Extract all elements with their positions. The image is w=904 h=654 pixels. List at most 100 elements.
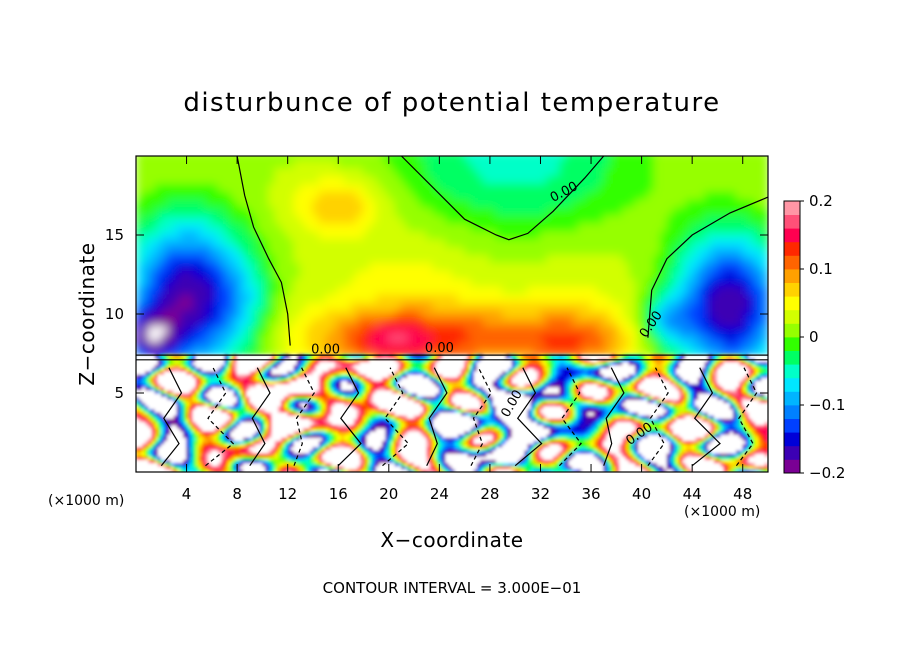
heatmap-cell [148,158,156,169]
heatmap-cell [173,332,182,342]
heatmap-cell [136,156,144,161]
heatmap-cell [223,277,232,287]
heatmap-cell [154,237,163,248]
heatmap-cell [154,245,163,255]
heatmap-cell [160,316,169,327]
heatmap-cell [192,229,201,240]
heatmap-cell [192,261,201,271]
heatmap-cell [179,277,188,287]
heatmap-cell [205,300,213,311]
heatmap-cell [186,300,194,311]
heatmap-cell [173,198,182,208]
heatmap-cell [179,261,188,271]
heatmap-cell [186,213,194,224]
heatmap-cell [186,332,194,342]
heatmap-cell [173,221,182,232]
heatmap-cell [236,206,245,216]
heatmap-cell [198,269,207,279]
heatmap-cell [198,221,207,232]
heatmap-cell [141,182,150,192]
heatmap-cell [173,261,182,271]
heatmap-cell [236,324,245,334]
heatmap-cell [154,261,163,271]
heatmap-cell [136,237,144,248]
heatmap-cell [173,166,182,176]
heatmap-cell [236,285,245,295]
heatmap-cell [148,316,156,327]
heatmap-cell [192,156,201,161]
heatmap-cell [167,229,175,240]
heatmap-cell [230,182,239,192]
heatmap-cell [236,277,245,287]
heatmap-cell [154,174,163,184]
heatmap-cell [198,348,207,358]
heatmap-cell [192,348,201,358]
heatmap-cell [173,245,182,255]
heatmap-cell [198,332,207,342]
heatmap-cell [198,190,207,200]
heatmap-cell [198,277,207,287]
heatmap-cell [148,292,156,303]
heatmap-cell [211,261,220,271]
heatmap-cell [160,332,169,342]
heatmap-cell [223,340,232,350]
heatmap-cell [136,182,144,192]
heatmap-cell [154,332,163,342]
heatmap-cell [217,340,226,350]
heatmap-cell [205,324,213,334]
heatmap-cell [154,308,163,319]
heatmap-cell [136,308,144,319]
heatmap-cell [192,166,201,176]
heatmap-cell [217,292,226,303]
heatmap-cell [136,300,144,311]
heatmap-cell [205,261,213,271]
heatmap-cell [173,292,182,303]
heatmap-cell [186,316,194,327]
heatmap-cell [236,300,245,311]
heatmap-cell [186,348,194,358]
heatmap-cell [211,308,220,319]
heatmap-cell [223,158,232,169]
heatmap-cell [217,229,226,240]
heatmap-cell [236,308,245,319]
heatmap-cell [223,229,232,240]
heatmap-cell [167,198,175,208]
heatmap-cell [236,269,245,279]
heatmap-cell [179,269,188,279]
heatmap-cell [211,156,220,161]
heatmap-cell [230,198,239,208]
heatmap-cell [192,292,201,303]
heatmap-cell [230,221,239,232]
heatmap-cell [160,156,169,161]
heatmap-cell [167,182,175,192]
heatmap-cell [211,300,220,311]
heatmap-cell [230,174,239,184]
heatmap-cell [211,190,220,200]
heatmap-cell [148,308,156,319]
heatmap-cell [223,292,232,303]
heatmap-cell [148,213,156,224]
heatmap-cell [141,324,150,334]
heatmap-cell [198,300,207,311]
heatmap-cell [217,285,226,295]
heatmap-cell [160,324,169,334]
heatmap-cell [154,156,163,161]
heatmap-cell [198,174,207,184]
heatmap-cell [230,206,239,216]
heatmap-cell [136,277,144,287]
heatmap-cell [136,206,144,216]
heatmap-cell [205,174,213,184]
heatmap-cell [136,174,144,184]
heatmap-cell [236,340,245,350]
heatmap-cell [141,316,150,327]
heatmap-cell [205,213,213,224]
heatmap-cell [141,190,150,200]
heatmap-cell [205,285,213,295]
heatmap-cell [136,269,144,279]
heatmap-cell [136,245,144,255]
heatmap-cell [198,206,207,216]
heatmap-cell [186,269,194,279]
heatmap-cell [242,332,251,342]
heatmap-cell [223,182,232,192]
